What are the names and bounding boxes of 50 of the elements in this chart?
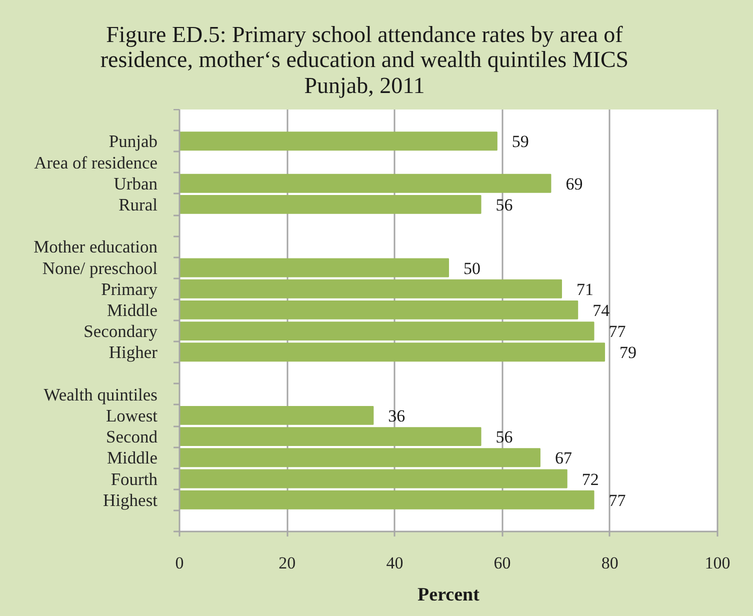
data-label: 67 xyxy=(554,448,572,468)
y-tick-label: Higher xyxy=(108,342,158,362)
y-tick-label: Rural xyxy=(118,194,158,214)
bar xyxy=(180,279,562,298)
y-tick-label: Area of residence xyxy=(34,152,158,172)
bar xyxy=(180,427,482,446)
data-label: 59 xyxy=(512,132,529,152)
x-tick-label: 20 xyxy=(278,554,296,572)
data-label: 50 xyxy=(464,258,480,278)
data-label: 74 xyxy=(592,300,610,320)
bar xyxy=(180,342,606,362)
bar xyxy=(180,406,374,425)
bar xyxy=(180,194,482,214)
bar xyxy=(180,132,498,151)
bar xyxy=(180,490,594,510)
data-label: 69 xyxy=(566,174,583,194)
bar xyxy=(180,258,449,278)
x-tick-label: 80 xyxy=(601,554,618,572)
data-label: 36 xyxy=(388,406,406,426)
y-tick-label: Highest xyxy=(103,490,158,510)
data-label: 79 xyxy=(620,343,637,362)
data-label: 56 xyxy=(496,195,513,214)
y-tick-label: Punjab xyxy=(108,131,158,152)
data-label: 71 xyxy=(576,280,594,299)
x-tick-label: 40 xyxy=(386,554,404,572)
x-tick-label: 0 xyxy=(175,554,184,572)
bar xyxy=(180,469,568,488)
data-label: 72 xyxy=(582,470,599,489)
data-label: 77 xyxy=(608,490,626,510)
y-tick-label: None/ preschool xyxy=(42,258,158,278)
y-tick-label: Second xyxy=(106,426,158,447)
bar xyxy=(180,174,552,193)
data-label: 77 xyxy=(608,322,626,342)
y-tick-label: Middle xyxy=(106,300,158,320)
bar xyxy=(180,300,578,320)
y-tick-label: Wealth quintiles xyxy=(44,384,158,404)
y-tick-label: Middle xyxy=(106,448,158,468)
y-tick-label: Primary xyxy=(101,278,158,299)
x-axis-title: Percent xyxy=(418,584,480,606)
y-tick-label: Secondary xyxy=(84,321,158,342)
y-tick-label: Mother education xyxy=(34,236,158,257)
y-tick-label: Fourth xyxy=(110,468,158,489)
data-label: 56 xyxy=(496,428,513,447)
bar xyxy=(180,322,594,341)
y-tick-label: Lowest xyxy=(106,405,158,426)
x-tick-label: 60 xyxy=(494,554,511,572)
chart-title: Figure ED.5: Primary school attendance rates by area of residence, mother‘s education and wealth quintiles MICS Punjab, 2011 xyxy=(100,22,629,98)
y-tick-label: Urban xyxy=(114,173,158,194)
x-tick-label: 100 xyxy=(704,554,730,572)
bar xyxy=(180,448,540,468)
